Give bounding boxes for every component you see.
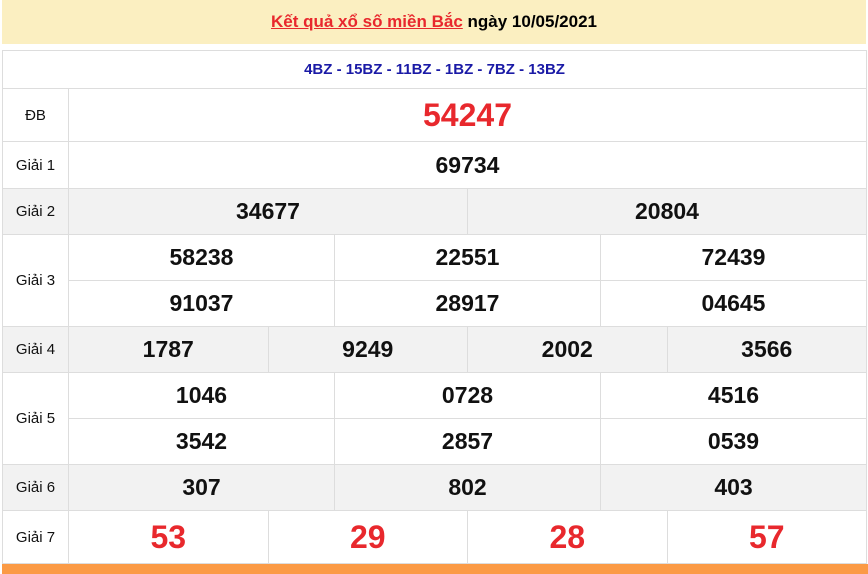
prize-number: 34677: [68, 188, 468, 235]
prize-label: Giải 1: [2, 141, 69, 189]
footer-bar: [2, 564, 868, 574]
title-link[interactable]: Kết quả xổ số miền Bắc: [271, 12, 463, 31]
special-prize: 54247: [68, 88, 867, 142]
prize-number: 3542: [68, 418, 335, 465]
prize-number: 802: [334, 464, 601, 511]
prize-number: 0728: [334, 372, 601, 419]
row-g7: Giải 7 53 29 28 57: [2, 510, 867, 564]
prize-number: 28917: [334, 280, 601, 327]
title-date: ngày 10/05/2021: [467, 12, 597, 31]
prize-number: 20804: [467, 188, 867, 235]
prize-label: Giải 2: [2, 188, 69, 235]
prize-label: ĐB: [2, 88, 69, 142]
prize-number: 307: [68, 464, 335, 511]
prize-number: 1787: [68, 326, 269, 373]
row-db: ĐB 54247: [2, 88, 867, 142]
prize-label: Giải 7: [2, 510, 69, 564]
results-table: 4BZ - 15BZ - 11BZ - 1BZ - 7BZ - 13BZ ĐB 5…: [2, 50, 867, 564]
prize-number: 3566: [666, 326, 867, 373]
prize-number: 9249: [267, 326, 468, 373]
row-g3: Giải 3 58238 22551 72439: [2, 234, 867, 327]
prize-label: Giải 5: [2, 372, 69, 465]
prize-number: 04645: [600, 280, 867, 327]
row-g6: Giải 6 307 802 403: [2, 464, 867, 511]
prize-number: 0539: [600, 418, 867, 465]
prize-number: 29: [267, 510, 468, 564]
row-g1: Giải 1 69734: [2, 141, 867, 189]
row-g4: Giải 4 1787 9249 2002 3566: [2, 326, 867, 373]
prize-number: 58238: [68, 234, 335, 281]
prize-label: Giải 4: [2, 326, 69, 373]
prize-number: 72439: [600, 234, 867, 281]
results-title: Kết quả xổ số miền Bắc ngày 10/05/2021: [2, 0, 866, 44]
prize-number: 403: [600, 464, 867, 511]
prize-label: Giải 3: [2, 234, 69, 327]
draw-codes: 4BZ - 15BZ - 11BZ - 1BZ - 7BZ - 13BZ: [2, 50, 867, 89]
prize-number: 2002: [467, 326, 668, 373]
prize-number: 57: [666, 510, 867, 564]
prize-number: 53: [68, 510, 269, 564]
prize-number: 69734: [68, 141, 867, 189]
prize-number: 1046: [68, 372, 335, 419]
row-g2: Giải 2 34677 20804: [2, 188, 867, 235]
prize-number: 22551: [334, 234, 601, 281]
prize-number: 91037: [68, 280, 335, 327]
prize-number: 2857: [334, 418, 601, 465]
prize-number: 28: [467, 510, 668, 564]
prize-number: 4516: [600, 372, 867, 419]
row-g5: Giải 5 1046 0728 4516: [2, 372, 867, 465]
prize-label: Giải 6: [2, 464, 69, 511]
